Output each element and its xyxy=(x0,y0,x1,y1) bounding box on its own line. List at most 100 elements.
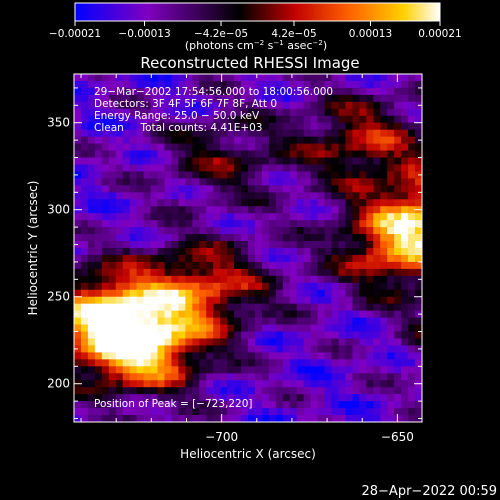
heatmap-cell xyxy=(345,80,353,89)
heatmap-cell xyxy=(80,310,89,318)
heatmap-cell xyxy=(366,94,374,103)
heatmap-cell xyxy=(310,394,318,402)
heatmap-cell xyxy=(206,108,214,117)
heatmap-cell xyxy=(143,303,151,312)
heatmap-cell xyxy=(324,408,332,416)
heatmap-cell xyxy=(143,359,151,367)
heatmap-cell xyxy=(261,94,270,103)
heatmap-cell xyxy=(234,234,242,242)
heatmap-cell xyxy=(129,213,138,221)
heatmap-cell xyxy=(129,220,138,228)
heatmap-cell xyxy=(241,185,249,193)
heatmap-cell xyxy=(115,213,124,221)
heatmap-cell xyxy=(401,331,409,339)
heatmap-cell xyxy=(268,206,277,214)
heatmap-cell xyxy=(317,220,325,228)
heatmap-cell xyxy=(303,164,312,172)
heatmap-cell xyxy=(213,359,221,367)
heatmap-cell xyxy=(122,115,131,124)
heatmap-cell xyxy=(150,282,158,291)
heatmap-cell xyxy=(310,317,318,325)
heatmap-cell xyxy=(199,87,207,96)
heatmap-cell xyxy=(254,401,263,409)
heatmap-cell xyxy=(220,136,228,144)
heatmap-cell xyxy=(275,94,284,103)
heatmap-cell xyxy=(359,261,367,270)
heatmap-cell xyxy=(178,241,186,249)
heatmap-cell xyxy=(234,178,242,186)
heatmap-cell xyxy=(150,150,158,158)
heatmap-cell xyxy=(254,317,263,325)
heatmap-cell xyxy=(136,192,144,200)
heatmap-cell xyxy=(268,338,277,346)
heatmap-cell xyxy=(150,310,158,318)
heatmap-cell xyxy=(387,268,395,277)
heatmap-cell xyxy=(254,199,263,207)
heatmap-cell xyxy=(241,366,249,374)
heatmap-cell xyxy=(261,192,270,200)
heatmap-cell xyxy=(248,317,256,325)
heatmap-cell xyxy=(401,324,409,332)
heatmap-cell xyxy=(254,296,263,305)
heatmap-cell xyxy=(80,254,89,263)
heatmap-cell xyxy=(359,94,367,103)
heatmap-cell xyxy=(380,248,388,256)
heatmap-cell xyxy=(373,178,381,186)
heatmap-cell xyxy=(352,101,360,110)
heatmap-cell xyxy=(74,317,82,325)
heatmap-cell xyxy=(220,115,228,124)
heatmap-cell xyxy=(345,199,353,207)
heatmap-cell xyxy=(101,303,110,312)
heatmap-cell xyxy=(366,331,374,339)
heatmap-cell xyxy=(74,220,82,228)
heatmap-cell xyxy=(401,241,409,249)
heatmap-cell xyxy=(296,380,305,388)
heatmap-cell xyxy=(185,380,193,388)
heatmap-cell xyxy=(206,220,214,228)
heatmap-cell xyxy=(261,415,270,422)
heatmap-cell xyxy=(248,150,256,158)
heatmap-cell xyxy=(289,248,298,256)
heatmap-cell xyxy=(241,150,249,158)
heatmap-cell xyxy=(108,352,117,360)
heatmap-cell xyxy=(324,101,332,110)
heatmap-cell xyxy=(310,108,318,117)
heatmap-cell xyxy=(352,373,360,381)
heatmap-cell xyxy=(199,296,207,305)
heatmap-cell xyxy=(317,275,325,284)
chart-title: Reconstructed RHESSI Image xyxy=(140,54,359,72)
heatmap-cell xyxy=(268,94,277,103)
heatmap-cell xyxy=(185,115,193,124)
heatmap-cell xyxy=(74,192,82,200)
x-tick-label: −700 xyxy=(205,430,238,444)
heatmap-cell xyxy=(331,80,339,89)
heatmap-cell xyxy=(275,164,284,172)
heatmap-cell xyxy=(373,220,381,228)
heatmap-cell xyxy=(108,331,117,339)
heatmap-cell xyxy=(275,143,284,151)
heatmap-cell xyxy=(87,213,96,221)
heatmap-cell xyxy=(143,317,151,325)
heatmap-cell xyxy=(80,87,89,96)
heatmap-cell xyxy=(415,122,422,131)
heatmap-cell xyxy=(178,387,186,395)
heatmap-cell xyxy=(115,415,124,422)
heatmap-cell xyxy=(171,380,179,388)
heatmap-cell xyxy=(241,394,249,402)
heatmap-cell xyxy=(178,108,186,117)
heatmap-cell xyxy=(366,108,374,117)
heatmap-cell xyxy=(94,206,103,214)
heatmap-cell xyxy=(220,352,228,360)
heatmap-cell xyxy=(171,268,179,277)
heatmap-cell xyxy=(80,359,89,367)
heatmap-cell xyxy=(401,261,409,270)
heatmap-cell xyxy=(317,248,325,256)
heatmap-cell xyxy=(115,115,124,124)
heatmap-cell xyxy=(220,80,228,89)
heatmap-cell xyxy=(227,227,235,235)
heatmap-cell xyxy=(234,338,242,346)
heatmap-cell xyxy=(227,199,235,207)
heatmap-cell xyxy=(303,296,312,305)
heatmap-cell xyxy=(206,248,214,256)
heatmap-cell xyxy=(171,74,179,82)
